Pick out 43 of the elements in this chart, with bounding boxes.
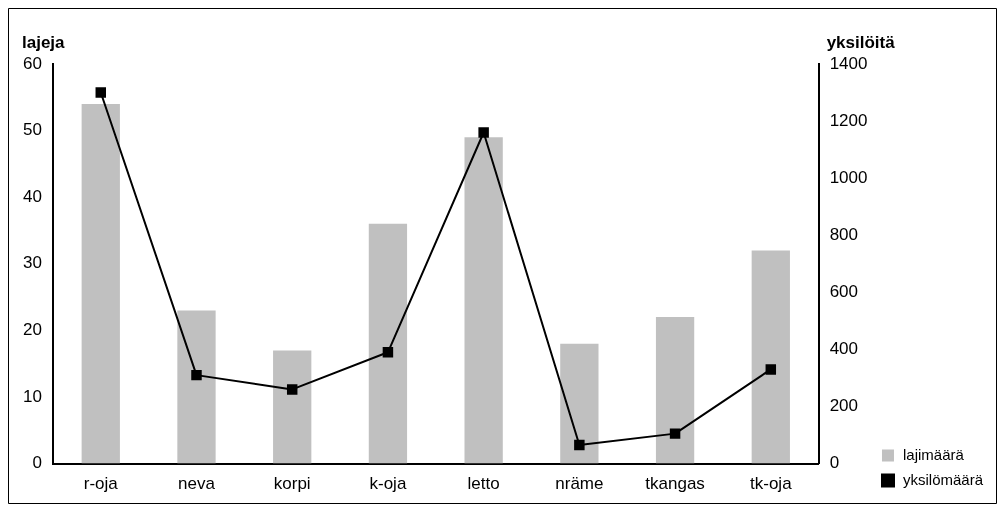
y-axis-title: lajeja: [22, 33, 66, 53]
point: [286, 384, 298, 395]
bar: [751, 250, 790, 464]
point: [574, 439, 585, 451]
x-tick-label: tkangas: [645, 474, 705, 494]
y2-axis-title: yksilöitä: [826, 33, 896, 53]
bar: [560, 343, 599, 464]
x-tick-label: nräme: [555, 474, 604, 494]
y-tick-label: 60: [22, 53, 42, 73]
y-tick-label: 10: [22, 386, 42, 406]
y-tick-label: 40: [22, 186, 42, 206]
x-tick-label: korpi: [273, 474, 311, 494]
y2-tick-label: 1400: [829, 53, 868, 73]
x-tick-label: tk-oja: [750, 474, 793, 494]
x-tick-label: neva: [178, 474, 216, 494]
bar: [464, 137, 503, 464]
y2-tick-label: 1200: [829, 110, 868, 130]
point: [191, 369, 202, 381]
y2-tick-label: 200: [829, 396, 859, 416]
x-tick-label: r-oja: [83, 474, 119, 494]
point: [95, 87, 107, 98]
y-tick-label: 30: [22, 253, 42, 273]
bar: [81, 103, 120, 464]
y2-tick-label: 600: [829, 282, 859, 302]
point: [382, 347, 394, 358]
bar: [655, 317, 695, 464]
point: [765, 364, 777, 375]
y2-tick-label: 0: [829, 453, 840, 473]
point: [669, 428, 681, 439]
y-tick-label: 0: [32, 453, 42, 473]
x-tick-label: k-oja: [369, 474, 407, 494]
bar: [273, 350, 312, 464]
point: [478, 127, 489, 138]
bar: [368, 223, 408, 464]
bar: [177, 310, 216, 464]
y2-tick-label: 400: [829, 339, 859, 359]
y-tick-label: 50: [22, 120, 42, 140]
x-tick-label: letto: [467, 474, 500, 494]
legend-label: yksilömäärä: [902, 470, 984, 488]
y2-tick-label: 1000: [829, 167, 868, 187]
y2-tick-label: 800: [829, 224, 859, 244]
legend-label: lajimäärä: [902, 445, 965, 463]
y-tick-label: 20: [22, 320, 42, 340]
